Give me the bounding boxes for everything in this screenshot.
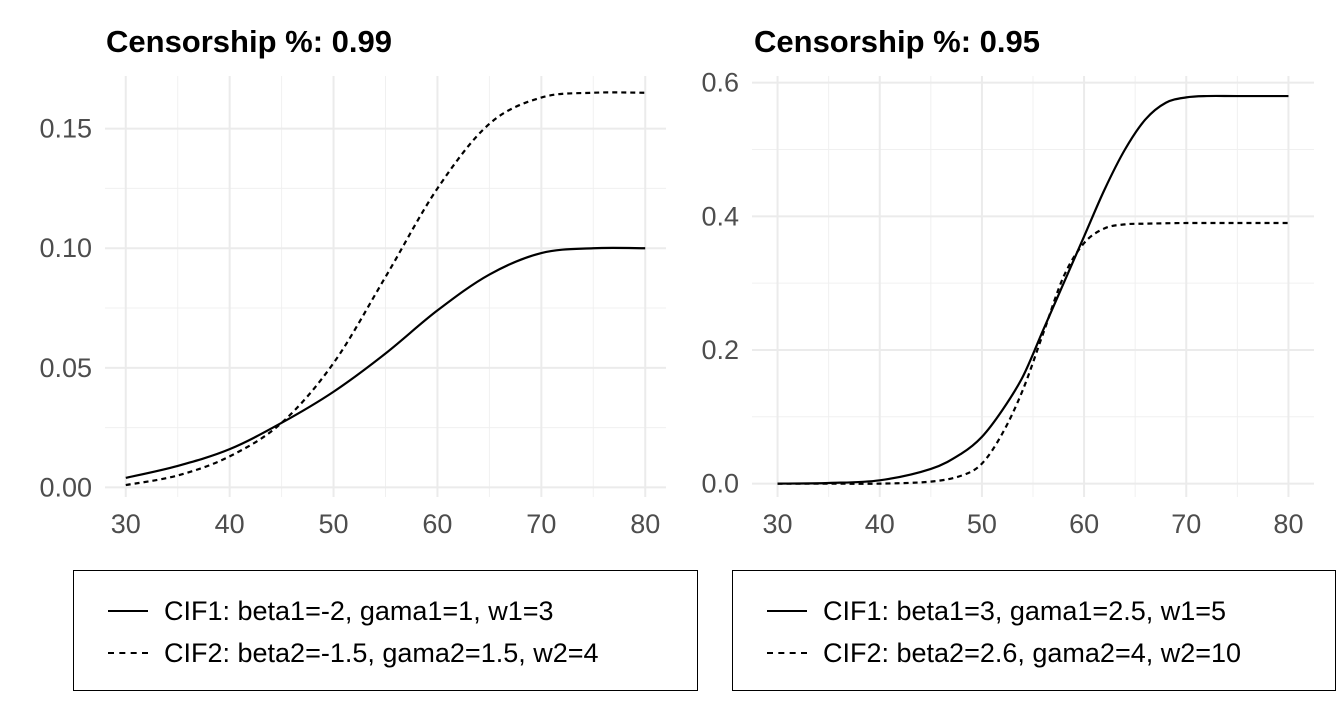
x-tick-label: 50: [967, 509, 997, 539]
legend-key-dashed: [108, 652, 148, 654]
series-line-cif1: [125, 246, 646, 479]
x-tick-label: 80: [630, 509, 660, 539]
legend-label-cif1: CIF1: beta1=-2, gama1=1, w1=3: [164, 595, 554, 626]
legend-label-cif1: CIF1: beta1=3, gama1=2.5, w1=5: [823, 595, 1227, 626]
legend-label-cif2: CIF2: beta2=2.6, gama2=4, w2=10: [823, 637, 1242, 668]
series-line-cif2: [125, 91, 646, 487]
y-tick-label: 0.2: [701, 335, 739, 365]
left-chart-plot: 30 40 50 60 70 80 0.00 0.05 0.10 0.15: [39, 76, 666, 539]
y-tick-label: 0.6: [701, 68, 739, 98]
y-tick-label: 0.10: [39, 233, 92, 263]
legend-entry-cif2: CIF2: beta2=-1.5, gama2=1.5, w2=4: [74, 635, 599, 671]
left-chart-panel: Censorship %: 0.99 30 40 50 60 70 80 0.00 0.05 0…: [39, 24, 698, 691]
legend-entry-cif1: CIF1: beta1=-2, gama1=1, w1=3: [74, 593, 554, 629]
legend-entry-cif2: CIF2: beta2=2.6, gama2=4, w2=10: [733, 635, 1241, 671]
x-tick-label: 70: [526, 509, 556, 539]
x-tick-label: 80: [1273, 509, 1303, 539]
y-tick-label: 0.05: [39, 353, 92, 383]
series-line-cif2: [777, 221, 1289, 485]
y-tick-label: 0.00: [39, 472, 92, 502]
x-tick-label: 70: [1171, 509, 1201, 539]
legend-entry-cif1: CIF1: beta1=3, gama1=2.5, w1=5: [733, 593, 1226, 629]
x-tick-label: 30: [111, 509, 141, 539]
legend-key-dashed: [767, 652, 807, 654]
x-tick-label: 40: [215, 509, 245, 539]
right-chart-plot: 30 40 50 60 70 80 0.0 0.2 0.4 0.6: [701, 68, 1314, 539]
x-tick-label: 40: [865, 509, 895, 539]
right-chart-legend: CIF1: beta1=3, gama1=2.5, w1=5 CIF2: bet…: [732, 570, 1336, 691]
legend-key-solid: [767, 610, 807, 612]
legend-key-solid: [108, 610, 148, 612]
left-chart-legend: CIF1: beta1=-2, gama1=1, w1=3 CIF2: beta…: [73, 570, 698, 691]
x-tick-label: 60: [1069, 509, 1099, 539]
x-tick-label: 60: [422, 509, 452, 539]
x-tick-label: 30: [763, 509, 793, 539]
right-chart-title: Censorship %: 0.95: [754, 24, 1040, 59]
legend-label-cif2: CIF2: beta2=-1.5, gama2=1.5, w2=4: [164, 637, 599, 668]
y-tick-label: 0.15: [39, 114, 92, 144]
x-tick-label: 50: [319, 509, 349, 539]
y-tick-label: 0.0: [701, 469, 739, 499]
y-tick-label: 0.4: [701, 201, 739, 231]
series-line-cif1: [777, 94, 1289, 485]
left-chart-title: Censorship %: 0.99: [106, 24, 392, 59]
